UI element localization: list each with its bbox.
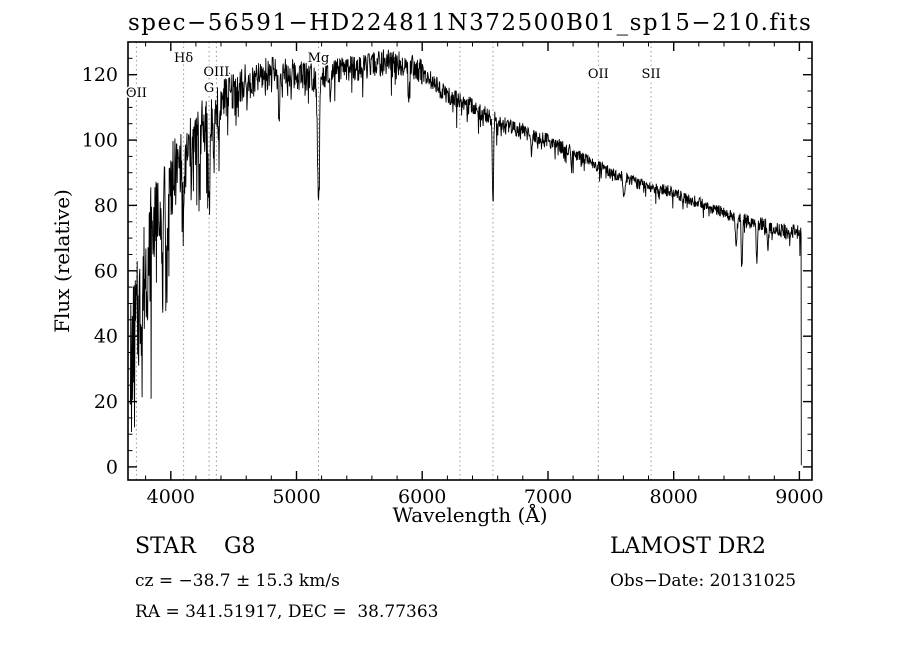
- plot-frame: [127, 41, 813, 481]
- x-tick-label: 6000: [398, 486, 446, 508]
- spectral-line-label-Hδ: Hδ: [174, 51, 193, 66]
- classification-label: STAR G8: [135, 534, 256, 559]
- survey-label: LAMOST DR2: [610, 534, 766, 559]
- y-tick-label: 100: [82, 130, 118, 152]
- y-tick-label: 120: [82, 64, 118, 86]
- y-axis-label: Flux (relative): [50, 189, 74, 333]
- coordinates-label: RA = 341.51917, DEC = 38.77363: [135, 602, 439, 622]
- spectral-line-label-OII: OII: [588, 67, 609, 82]
- obs-date-label: Obs−Date: 20131025: [610, 571, 797, 591]
- y-tick-label: 20: [94, 391, 118, 413]
- spectral-line-label-G: G: [204, 81, 214, 96]
- y-tick-label: 0: [106, 456, 118, 478]
- spectral-line-label-OIII: OIII: [203, 65, 229, 80]
- x-tick-label: 4000: [147, 486, 195, 508]
- y-tick-label: 60: [94, 260, 118, 282]
- x-axis-label: Wavelength (Å): [392, 503, 548, 527]
- spectral-line-label-OII: OII: [126, 86, 147, 101]
- spectral-line-label-Mg: Mg: [308, 51, 330, 66]
- spectrum-trace: [129, 49, 802, 466]
- velocity-label: cz = −38.7 ± 15.3 km/s: [135, 571, 340, 591]
- x-tick-label: 7000: [524, 486, 572, 508]
- x-tick-label: 8000: [650, 486, 698, 508]
- spectral-line-label-SII: SII: [642, 67, 661, 82]
- y-tick-label: 80: [94, 195, 118, 217]
- plot-title: spec−56591−HD224811N372500B01_sp15−210.f…: [128, 10, 813, 36]
- x-tick-label: 9000: [775, 486, 823, 508]
- x-tick-label: 5000: [272, 486, 320, 508]
- y-tick-label: 40: [94, 326, 118, 348]
